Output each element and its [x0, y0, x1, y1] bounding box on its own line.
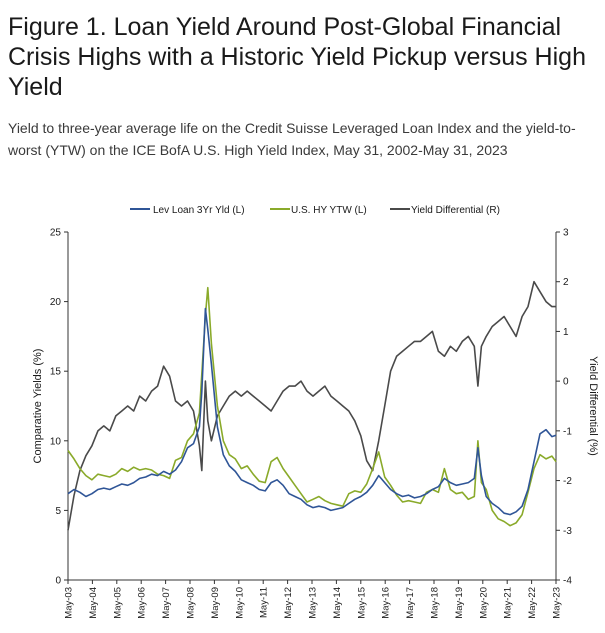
x-tick-label: May-15: [356, 587, 367, 619]
y-right-ticks: -4 -3 -2 -1 0 1 2 3: [556, 228, 572, 587]
series-layer: [67, 280, 557, 531]
x-tick-label: May-19: [454, 587, 465, 619]
y-right-tick-label: 3: [563, 228, 569, 239]
y-left-tick-label: 20: [50, 297, 62, 308]
x-tick-label: May-23: [552, 587, 563, 619]
chart-subtitle: Yield to three-year average life on the …: [8, 120, 576, 158]
legend-label-yield-differential: Yield Differential (R): [411, 205, 500, 216]
y-right-tick-label: -3: [563, 526, 572, 537]
y-left-tick-label: 0: [55, 576, 61, 587]
x-tick-label: May-14: [332, 587, 343, 619]
series-line-yield-differential-r: [67, 280, 556, 531]
x-tick-label: May-18: [430, 587, 441, 619]
y-right-axis-label: Yield Differential (%): [587, 356, 599, 456]
y-right-tick-label: -4: [563, 576, 572, 587]
y-right-tick-label: -2: [563, 476, 572, 487]
x-tick-label: May-20: [478, 587, 489, 619]
y-left-tick-label: 5: [55, 506, 61, 517]
legend-label-lev-loan: Lev Loan 3Yr Yld (L): [153, 205, 245, 216]
x-tick-label: May-04: [88, 587, 99, 619]
x-tick-label: May-03: [64, 587, 75, 619]
x-tick-label: May-06: [137, 587, 148, 619]
x-tick-label: May-09: [210, 587, 221, 619]
y-left-ticks: 0 5 10 15 20 25: [50, 228, 68, 587]
x-ticks: May-03 May-04 May-05 May-06 May-07 May-08 May-…: [64, 580, 563, 619]
y-left-tick-label: 15: [50, 367, 62, 378]
x-tick-label: May-11: [259, 587, 270, 618]
x-tick-label: May-07: [161, 587, 172, 619]
y-left-tick-label: 10: [50, 436, 62, 447]
x-tick-label: May-17: [405, 587, 416, 619]
chart-area: Lev Loan 3Yr Yld (L) U.S. HY YTW (L) Yie…: [32, 205, 599, 619]
x-tick-label: May-12: [283, 587, 294, 619]
x-tick-label: May-22: [527, 587, 538, 619]
x-tick-label: May-05: [112, 587, 123, 619]
x-tick-label: May-21: [503, 587, 514, 619]
y-left-tick-label: 25: [50, 228, 62, 239]
y-right-tick-label: 2: [563, 277, 569, 288]
x-tick-label: May-16: [381, 587, 392, 619]
y-left-axis-label: Comparative Yields (%): [32, 349, 44, 464]
legend: Lev Loan 3Yr Yld (L) U.S. HY YTW (L) Yie…: [130, 205, 500, 216]
x-tick-label: May-08: [186, 587, 197, 619]
chart-title: Figure 1. Loan Yield Around Post-Global …: [8, 13, 586, 101]
x-tick-label: May-10: [234, 587, 245, 619]
x-tick-label: May-13: [308, 587, 319, 619]
legend-label-hy-ytw: U.S. HY YTW (L): [291, 205, 367, 216]
series-line-lev-loan-3yr-yld-l: [67, 307, 557, 516]
y-right-tick-label: -1: [563, 426, 572, 437]
y-right-tick-label: 1: [563, 327, 569, 338]
y-right-tick-label: 0: [563, 377, 569, 388]
series-line-u-s-hy-ytw-l: [67, 286, 557, 527]
